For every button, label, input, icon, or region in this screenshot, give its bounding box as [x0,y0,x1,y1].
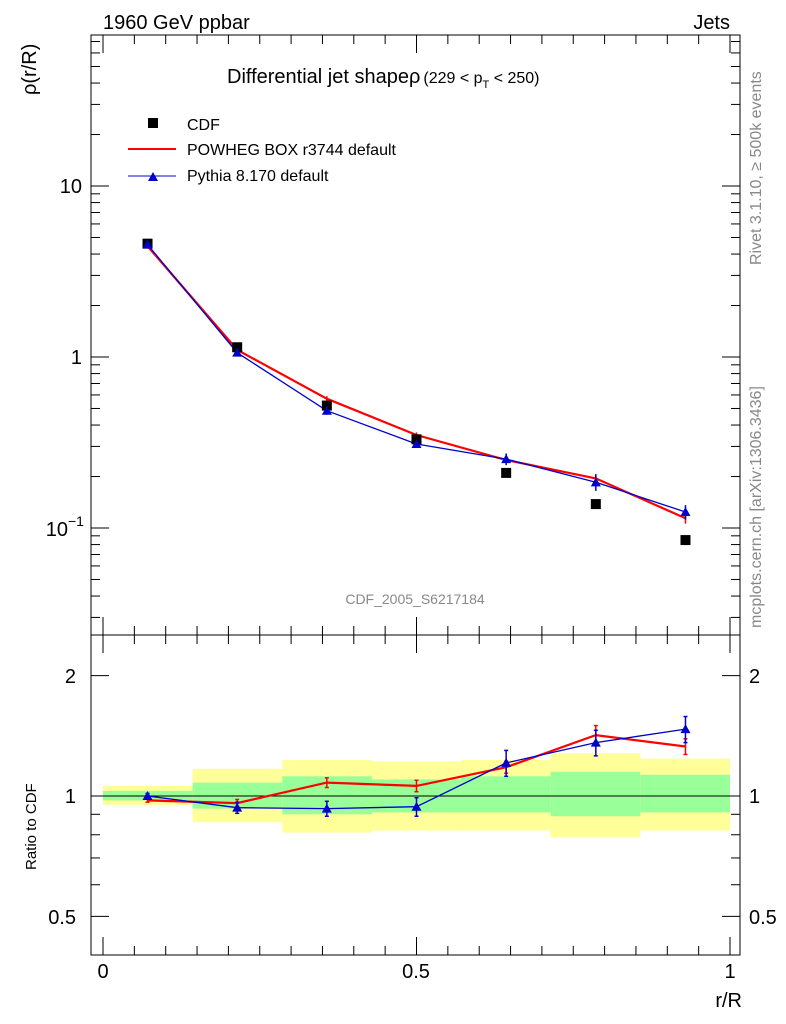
cdf-point-6 [680,535,691,546]
series-line-2 [146,244,686,513]
ratio-pythia-point-2 [321,803,332,813]
ratio-panel: Ratio to CDF 2 1 0.5 2 1 0.5 0 0.5 1 r/R [23,634,777,1012]
cdf-point-2 [321,400,332,411]
xtick-label-0.5: 0.5 [402,961,430,983]
ratio-pythia-point-4 [501,757,512,767]
legend-pythia-label: Pythia 8.170 default [187,168,329,185]
main-panel: Differential jet shapeρ (229 < pT < 250) … [19,34,741,636]
ytick-label-0.1-exponent: −1 [68,513,84,529]
uncertainty-band-green-4 [461,776,551,813]
ratio-ytick-label-1-right: 1 [749,786,760,808]
xtick-label-1: 1 [724,961,735,983]
legend: CDF POWHEG BOX r3744 default Pythia 8.17… [128,117,397,185]
pythia-point-6 [680,507,691,517]
y-axis-label: ρ(r/R) [19,44,41,95]
ytick-label-1: 1 [71,347,82,369]
legend-cdf-label: CDF [187,117,220,134]
analysis-watermark: CDF_2005_S6217184 [345,591,485,607]
ratio-pythia-point-0 [142,791,153,800]
ratio-ytick-label-0.5-right: 0.5 [749,907,777,929]
ratio-ytick-label-1-left: 1 [65,786,76,808]
x-axis-label: r/R [715,990,742,1012]
rivet-label: Rivet 3.1.10, ≥ 500k events [748,71,765,265]
legend-cdf-marker [148,118,158,128]
ratio-ytick-label-2-left: 2 [65,666,76,688]
legend-pythia-marker [148,172,158,181]
ratio-y-axis-label: Ratio to CDF [23,783,40,870]
pythia-point-3 [411,438,422,448]
series-line-1 [146,245,686,520]
pythia-point-2 [321,405,332,415]
cdf-point-1 [232,342,243,353]
pythia-point-1 [232,347,243,357]
ratio-pythia-point-6 [680,724,691,734]
ytick-label-10: 10 [60,176,82,198]
header-energy-label: 1960 GeV ppbar [103,12,250,34]
uncertainty-band-green-6 [640,774,730,813]
legend-powheg-label: POWHEG BOX r3744 default [187,142,397,159]
ratio-ytick-label-2-right: 2 [749,666,760,688]
ratio-pythia-point-5 [590,737,601,747]
header-process-label: Jets [693,12,730,34]
pythia-point-4 [501,454,512,464]
uncertainty-band-green-5 [550,771,641,817]
cdf-point-5 [590,499,601,510]
ratio-pythia-point-3 [411,801,422,811]
ytick-label-0.1: 10 [46,519,68,541]
plot-title: Differential jet shapeρ (229 < pT < 250) [227,66,540,91]
pythia-point-0 [142,239,153,249]
ratio-ytick-label-0.5-left: 0.5 [48,907,76,929]
mcplots-label: mcplots.cern.ch [arXiv:1306.3436] [748,386,765,628]
ratio-pythia-point-1 [232,802,243,812]
xtick-label-0: 0 [97,961,108,983]
pythia-point-5 [590,477,601,487]
cdf-point-4 [501,467,512,478]
ratio-frame [90,634,741,956]
